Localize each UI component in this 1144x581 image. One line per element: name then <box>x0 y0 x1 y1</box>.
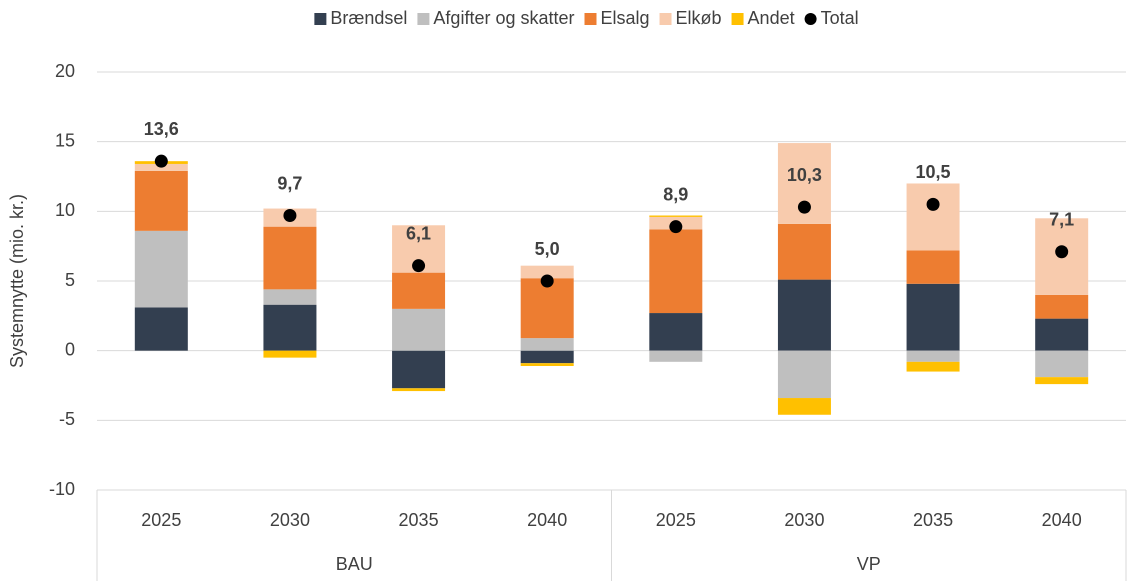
bar-segment <box>392 350 446 389</box>
bar-segment <box>1035 350 1089 378</box>
total-dot <box>283 209 297 223</box>
bar-segment <box>520 278 574 339</box>
bar-segment <box>777 223 831 280</box>
total-label: 7,1 <box>1049 209 1074 229</box>
bar-segment <box>649 215 703 217</box>
y-axis-label: Systemnytte (mio. kr.) <box>7 194 27 368</box>
y-tick-label: 0 <box>65 339 75 359</box>
legend-label: Brændsel <box>330 8 407 28</box>
total-dot <box>797 200 811 214</box>
bar-segment <box>392 308 446 351</box>
total-dot <box>926 197 940 211</box>
bar-segment <box>134 307 188 351</box>
group-label: BAU <box>336 554 373 574</box>
legend-label: Elkøb <box>676 8 722 28</box>
legend-label: Total <box>821 8 859 28</box>
y-tick-label: -10 <box>49 479 75 499</box>
y-tick-label: 10 <box>55 200 75 220</box>
bar-segment <box>520 265 574 279</box>
bar-segment <box>134 230 188 308</box>
bar-segment <box>906 283 960 351</box>
total-label: 8,9 <box>663 184 688 204</box>
bar-segment <box>1035 377 1089 385</box>
x-tick-label: 2030 <box>270 510 310 530</box>
total-dot <box>669 220 683 234</box>
x-tick-label: 2040 <box>527 510 567 530</box>
total-label: 6,1 <box>406 223 431 243</box>
legend-symbol <box>804 13 817 25</box>
bar-segment <box>777 398 831 415</box>
bar-segment <box>392 272 446 309</box>
legend-symbol <box>417 13 430 25</box>
bar-segment <box>392 388 446 392</box>
bar-segment <box>1035 318 1089 351</box>
legend-symbol <box>731 13 744 25</box>
bar-segment <box>263 289 317 305</box>
total-label: 10,5 <box>916 162 951 182</box>
bar-segment <box>134 170 188 231</box>
total-label: 9,7 <box>277 173 302 193</box>
bar-segment <box>649 229 703 314</box>
y-tick-label: -5 <box>59 409 75 429</box>
bar-segment <box>1035 294 1089 319</box>
bar-segment <box>520 338 574 351</box>
x-tick-label: 2030 <box>784 510 824 530</box>
legend-symbol <box>584 13 597 25</box>
bar-segment <box>263 304 317 351</box>
bar-segment <box>520 350 574 364</box>
bar-segment <box>777 279 831 351</box>
y-tick-label: 20 <box>55 61 75 81</box>
legend-symbol <box>659 13 672 25</box>
x-tick-label: 2025 <box>141 510 181 530</box>
bar-segment <box>649 313 703 351</box>
bar-segment <box>649 350 703 362</box>
total-dot <box>540 274 554 288</box>
x-tick-label: 2040 <box>1042 510 1082 530</box>
x-tick-label: 2035 <box>399 510 439 530</box>
total-label: 5,0 <box>535 239 560 259</box>
bar-segment <box>520 363 574 366</box>
y-tick-label: 15 <box>55 130 75 150</box>
bar-segment <box>906 361 960 372</box>
x-tick-label: 2035 <box>913 510 953 530</box>
bar-segment <box>906 183 960 251</box>
total-dot <box>412 259 426 273</box>
legend-label: Elsalg <box>601 8 650 28</box>
y-tick-label: 5 <box>65 270 75 290</box>
total-dot <box>1055 245 1069 259</box>
total-label: 13,6 <box>144 119 179 139</box>
legend-symbol <box>314 13 327 25</box>
legend-label: Andet <box>748 8 795 28</box>
group-label: VP <box>857 554 881 574</box>
x-tick-label: 2025 <box>656 510 696 530</box>
bar-segment <box>777 350 831 399</box>
bar-segment <box>263 226 317 290</box>
legend-label: Afgifter og skatter <box>433 8 574 28</box>
bar-segment <box>906 350 960 362</box>
bar-segment <box>263 350 317 358</box>
bar-segment <box>906 250 960 284</box>
total-dot <box>154 154 168 168</box>
total-label: 10,3 <box>787 165 822 185</box>
